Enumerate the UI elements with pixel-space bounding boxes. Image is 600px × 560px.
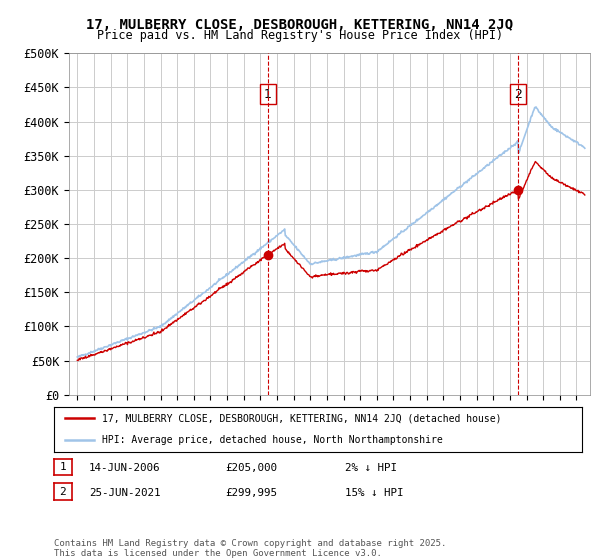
Text: HPI: Average price, detached house, North Northamptonshire: HPI: Average price, detached house, Nort… <box>101 435 442 445</box>
Text: £299,995: £299,995 <box>225 488 277 498</box>
Text: 1: 1 <box>264 88 272 101</box>
Text: 17, MULBERRY CLOSE, DESBOROUGH, KETTERING, NN14 2JQ (detached house): 17, MULBERRY CLOSE, DESBOROUGH, KETTERIN… <box>101 413 501 423</box>
Text: 17, MULBERRY CLOSE, DESBOROUGH, KETTERING, NN14 2JQ: 17, MULBERRY CLOSE, DESBOROUGH, KETTERIN… <box>86 18 514 32</box>
Text: 1: 1 <box>59 462 67 472</box>
Text: 15% ↓ HPI: 15% ↓ HPI <box>345 488 404 498</box>
Text: Price paid vs. HM Land Registry's House Price Index (HPI): Price paid vs. HM Land Registry's House … <box>97 29 503 42</box>
Text: Contains HM Land Registry data © Crown copyright and database right 2025.
This d: Contains HM Land Registry data © Crown c… <box>54 539 446 558</box>
Text: 2: 2 <box>514 88 522 101</box>
Text: 2% ↓ HPI: 2% ↓ HPI <box>345 463 397 473</box>
Text: 14-JUN-2006: 14-JUN-2006 <box>89 463 160 473</box>
Text: £205,000: £205,000 <box>225 463 277 473</box>
Text: 2: 2 <box>59 487 67 497</box>
Text: 25-JUN-2021: 25-JUN-2021 <box>89 488 160 498</box>
